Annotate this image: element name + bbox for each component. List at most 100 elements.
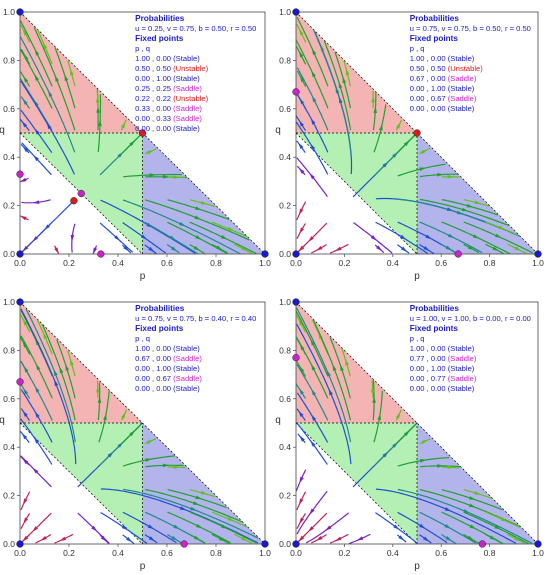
streamline-arrow [396, 122, 401, 129]
x-tick-label: 0.8 [210, 548, 222, 558]
streamline-arrow [298, 410, 304, 417]
y-tick-label: 0.0 [3, 249, 15, 259]
streamline-arrow [140, 234, 148, 240]
fixed-point-row: 0.22 , 0.22 (Unstable) [135, 94, 208, 103]
streamline-arrow [33, 99, 39, 107]
streamline-arrow [22, 28, 28, 36]
streamline-arrow [325, 525, 332, 531]
streamline-arrow [461, 207, 469, 212]
streamline-arrow [498, 225, 506, 230]
streamline-arrow [216, 245, 223, 251]
streamline-arrow [129, 140, 136, 147]
streamline-arrow [33, 155, 39, 162]
fixed-point-stable [292, 540, 300, 548]
streamline-arrow [194, 215, 202, 220]
streamline-arrow [309, 173, 315, 180]
streamline-arrow [126, 536, 133, 543]
streamline-arrow [23, 388, 29, 395]
fixed-point-row: 0.00 , 0.67 (Saddle) [135, 374, 202, 383]
streamline-arrow [466, 203, 474, 208]
streamline-arrow [103, 413, 107, 421]
streamline-arrow [54, 379, 59, 387]
streamline-arrow [400, 246, 408, 252]
streamline-arrow [310, 338, 315, 346]
streamline-arrow [514, 536, 521, 542]
streamline-arrow [489, 535, 497, 541]
streamline-arrow [34, 48, 40, 56]
fixed-point-row: 0.00 , 1.00 (Stable) [135, 74, 200, 83]
streamline-arrow [311, 48, 317, 55]
streamline-arrow [370, 235, 377, 241]
streamline-arrow [123, 245, 130, 252]
y-tick-label: 0.0 [279, 249, 291, 259]
info-params: u = 0.25, v = 0.75, b = 0.50, r = 0.50 [135, 24, 256, 33]
fixed-point-stable [292, 250, 300, 258]
streamline-arrow [92, 247, 98, 254]
streamline-arrow [445, 536, 452, 542]
streamline-arrow [419, 167, 427, 171]
fixed-title: Fixed points [410, 34, 459, 43]
streamline-arrow [40, 535, 47, 541]
streamline-arrow [34, 128, 40, 135]
streamline-arrow [298, 388, 304, 395]
streamline-arrow [299, 227, 305, 234]
streamline-arrow [311, 414, 317, 421]
streamline-arrow [328, 388, 333, 396]
fixed-point-stable [292, 8, 300, 16]
y-tick-label: 0.2 [3, 491, 15, 501]
streamline-arrow [33, 437, 40, 444]
streamline-arrow [148, 246, 155, 253]
streamline-arrow [447, 465, 455, 470]
streamline-arrow [393, 524, 400, 530]
streamline-arrow [379, 123, 383, 131]
phase-panel-1: 0.0 0.2 0.4 0.6 0.8 1.0 0.0 0.2 0.4 0.6 0.8 1.0 p q Pr… [0, 7, 271, 282]
streamline-arrow [218, 536, 226, 542]
streamline-arrow [195, 206, 202, 211]
y-tick-label: 0.4 [3, 152, 15, 162]
streamline-arrow [95, 95, 100, 103]
streamline-arrow [20, 215, 27, 221]
streamline-arrow [162, 175, 170, 179]
y-axis-label: q [0, 125, 5, 136]
x-tick-label: 0.2 [338, 258, 350, 268]
streamline-arrow [32, 467, 39, 474]
fixed-point-saddle [16, 378, 24, 386]
fixed-point-row: 0.77 , 0.00 (Saddle) [410, 354, 477, 363]
streamline-arrow [241, 536, 248, 542]
x-axis-label: p [414, 271, 420, 282]
streamline-arrow [298, 319, 304, 326]
streamline-arrow [96, 385, 100, 393]
fixed-point-unstable [138, 129, 147, 137]
streamline-arrow [494, 525, 502, 530]
streamline-arrow [147, 524, 155, 530]
streamline-arrow [469, 496, 476, 500]
fixed-point-row: 0.67 , 0.00 (Saddle) [135, 354, 202, 363]
fixed-title: Fixed points [410, 324, 459, 333]
streamline-arrow [311, 388, 317, 396]
x-tick-label: 0.4 [387, 548, 399, 558]
streamline-arrow [70, 358, 74, 366]
streamline-arrow [298, 50, 304, 58]
streamline-arrow [299, 476, 304, 484]
streamline-arrow [419, 523, 426, 529]
y-axis-label: q [275, 415, 281, 426]
fixed-point-saddle [292, 88, 300, 96]
y-tick-label: 0.2 [3, 201, 15, 211]
streamline-arrow [474, 491, 482, 495]
x-tick-label: 0.0 [14, 258, 26, 268]
streamline-arrow [403, 140, 410, 147]
streamline-arrow [195, 495, 203, 500]
streamline-arrow [425, 234, 432, 240]
streamline-arrow [100, 535, 107, 542]
fixed-point-stable [534, 540, 542, 548]
streamline-arrow [162, 463, 170, 468]
simplex-hypotenuse [295, 11, 539, 255]
y-tick-label: 1.0 [3, 297, 15, 307]
pq-header: p , q [135, 334, 150, 343]
streamline-arrow [299, 75, 305, 83]
streamline-arrow [171, 246, 178, 252]
streamline-arrow [445, 245, 453, 251]
fixed-point-row: 1.00 , 0.00 (Stable) [410, 54, 475, 63]
streamline-arrow [173, 175, 181, 179]
streamline-arrow [200, 200, 208, 205]
